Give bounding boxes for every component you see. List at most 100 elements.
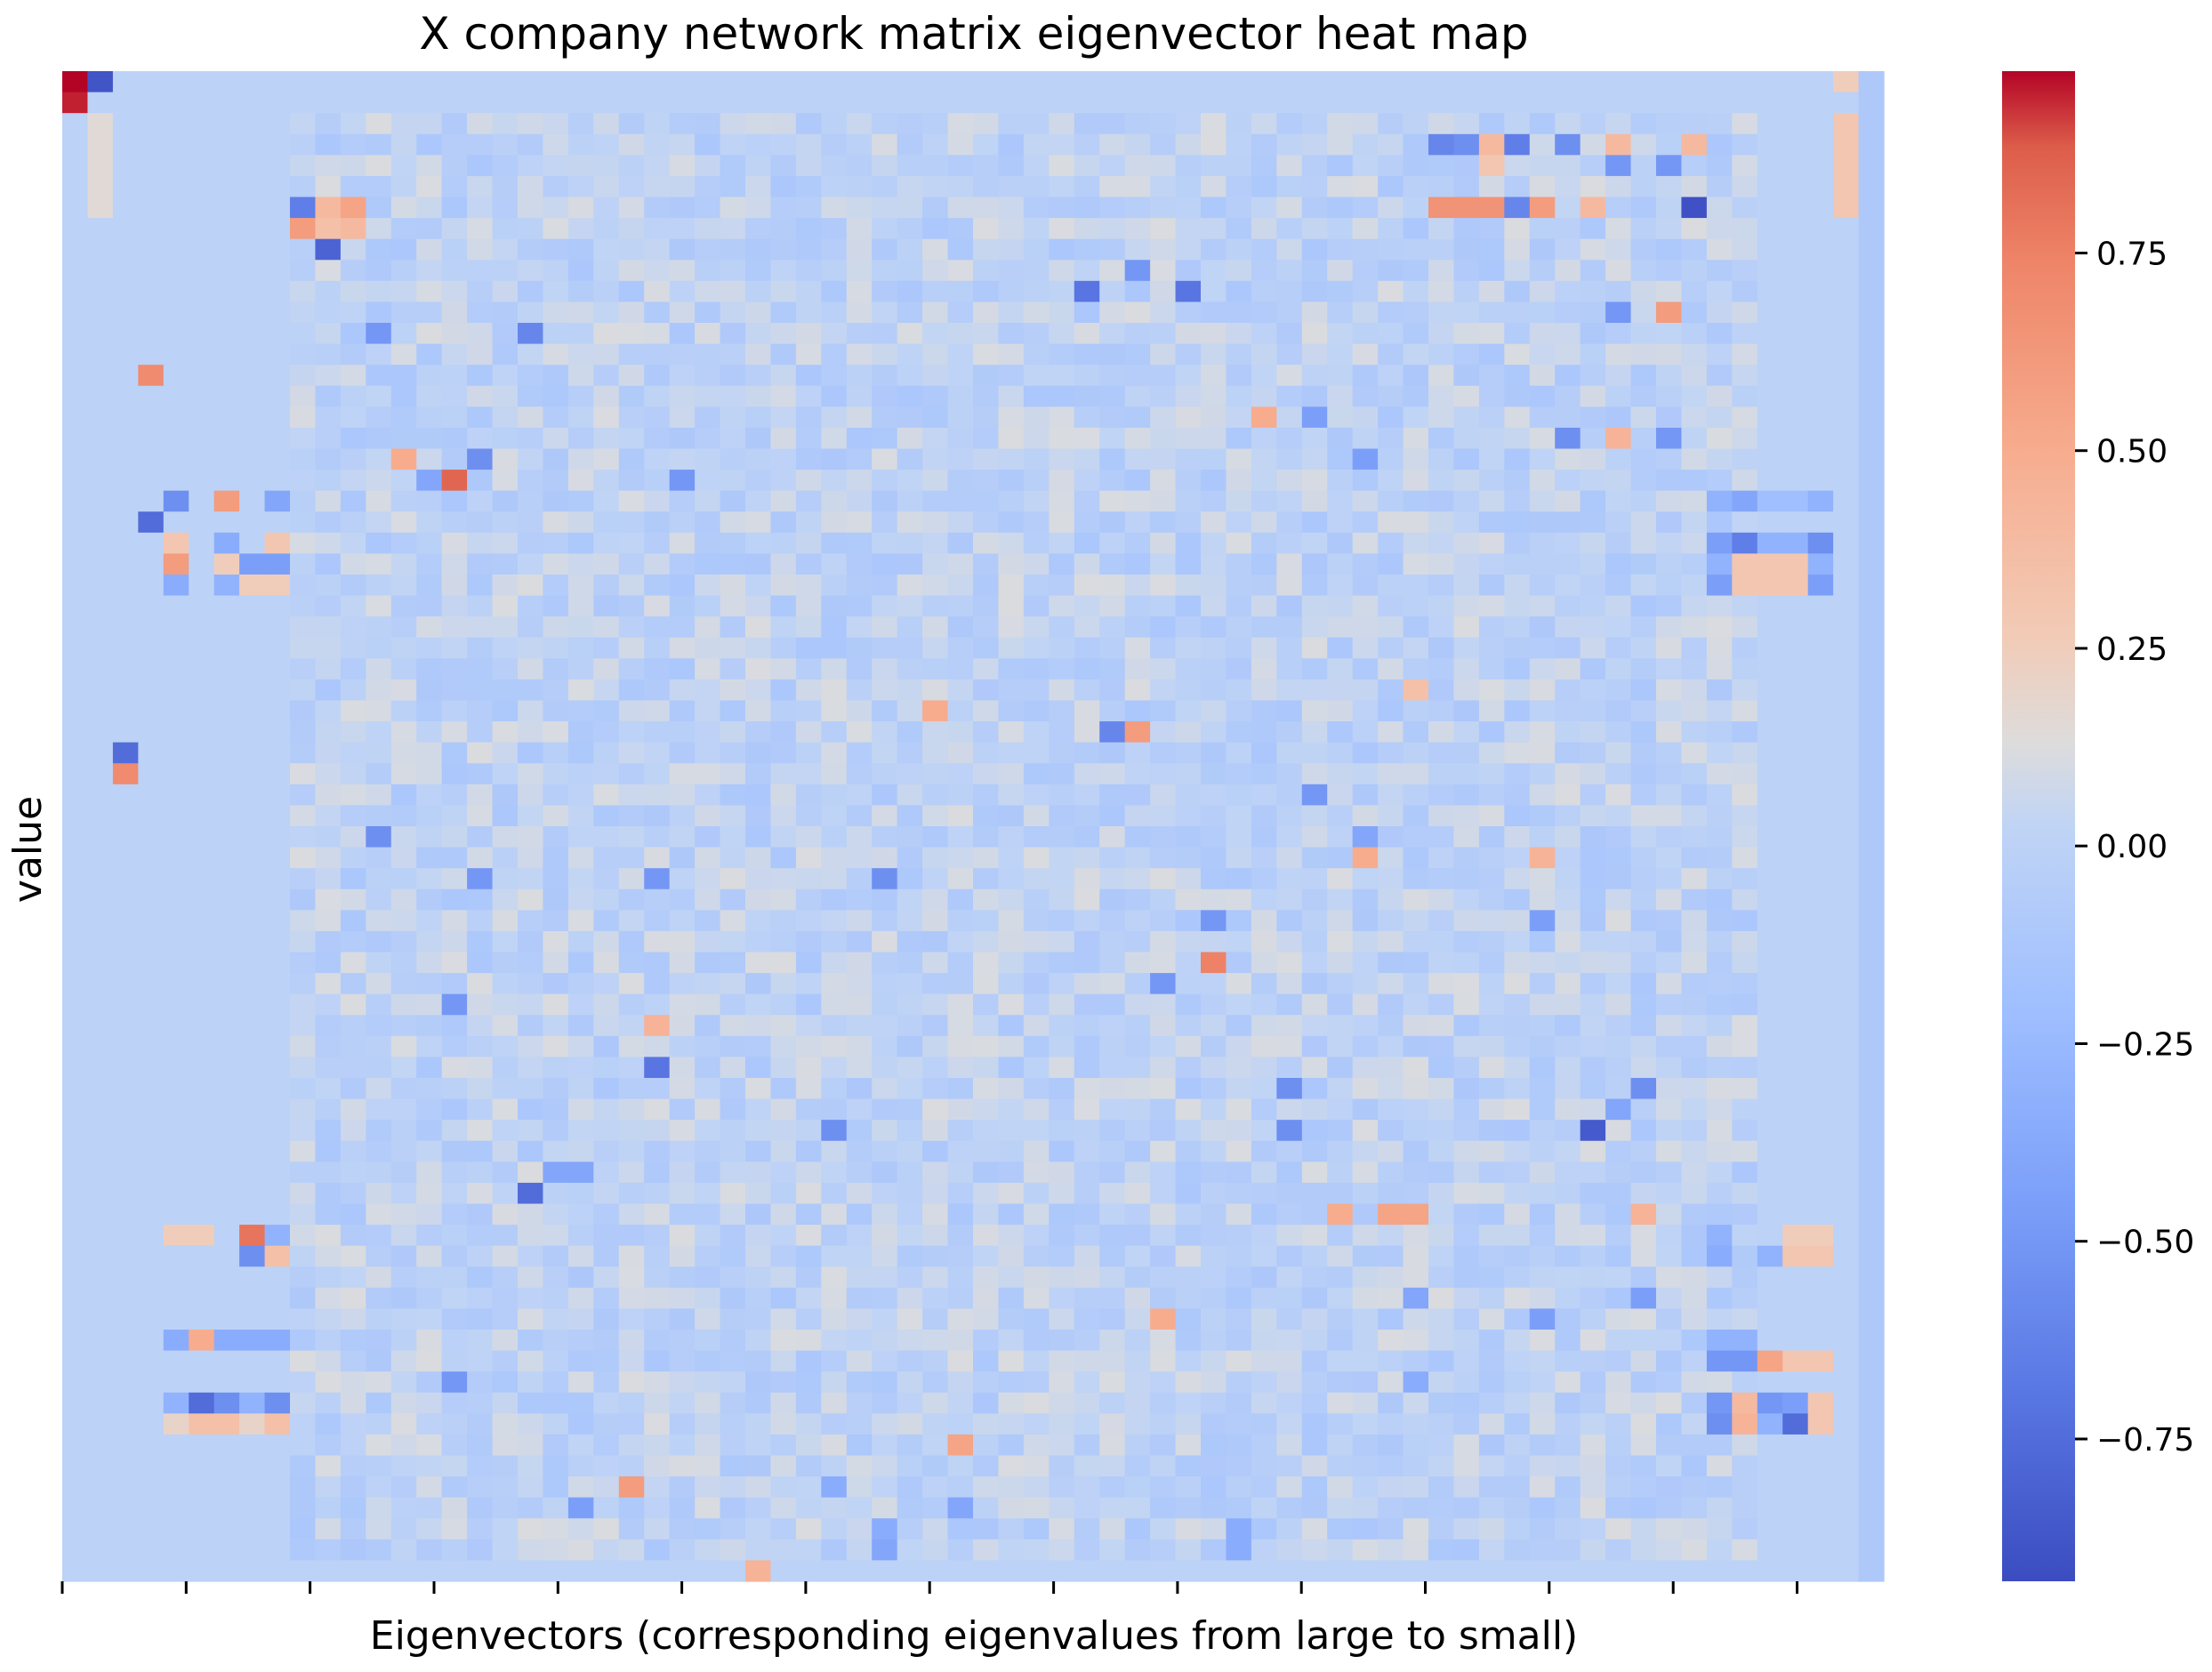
heatmap-cell [1276,742,1303,764]
heatmap-cell [1807,470,1834,492]
heatmap-cell [973,1308,1000,1330]
heatmap-cell [1681,575,1708,597]
heatmap-cell [1023,1308,1050,1330]
heatmap-cell [1378,847,1404,869]
heatmap-cell [138,1266,165,1289]
heatmap-cell [518,910,544,932]
heatmap-cell [618,490,645,512]
heatmap-cell [1706,1015,1733,1037]
heatmap-cell [1757,1182,1783,1205]
heatmap-cell [922,1035,949,1058]
heatmap-cell [720,952,746,974]
heatmap-cell [366,1392,392,1414]
heatmap-cell [567,470,594,492]
heatmap-cell [897,575,923,597]
heatmap-cell [1504,1476,1531,1499]
heatmap-cell [441,280,468,303]
heatmap-cell [163,1476,189,1499]
heatmap-cell [1782,1203,1809,1226]
heatmap-cell [947,784,974,807]
heatmap-cell [1352,1035,1379,1058]
heatmap-cell [518,973,544,995]
heatmap-cell [1504,1455,1531,1477]
heatmap-cell [1555,365,1581,387]
heatmap-cell [1605,1476,1632,1499]
heatmap-cell [1453,1371,1480,1394]
heatmap-cell [138,1476,165,1499]
heatmap-cell [720,343,746,366]
heatmap-cell [1782,1455,1809,1477]
heatmap-cell [1378,260,1404,282]
heatmap-cell [543,868,569,890]
heatmap-cell [467,155,494,177]
heatmap-cell [1782,1392,1809,1414]
heatmap-cell [922,679,949,702]
heatmap-cell [1175,427,1202,450]
heatmap-cell [1555,888,1581,911]
heatmap-cell [872,910,898,932]
heatmap-cell [163,406,189,429]
heatmap-cell [897,993,923,1016]
heatmap-cell [62,238,89,261]
heatmap-cell [239,448,266,470]
heatmap-cell [745,490,772,512]
heatmap-cell [467,930,494,953]
heatmap-cell [1555,1350,1581,1372]
heatmap-cell [1150,385,1177,407]
heatmap-cell [1782,490,1809,512]
heatmap-cell [720,658,746,680]
heatmap-cell [543,1497,569,1519]
heatmap-cell [1656,679,1683,702]
heatmap-cell [1757,155,1783,177]
heatmap-cell [795,1203,822,1226]
heatmap-cell [1555,92,1581,114]
heatmap-cell [872,1245,898,1267]
heatmap-cell [1403,1455,1429,1477]
heatmap-cell [264,888,291,911]
heatmap-cell [138,218,165,240]
heatmap-cell [795,280,822,303]
heatmap-cell [1378,427,1404,450]
heatmap-cell [1757,784,1783,807]
heatmap-cell [567,1476,594,1499]
heatmap-cell [390,1413,417,1435]
heatmap-cell [1807,575,1834,597]
heatmap-cell [695,679,721,702]
heatmap-cell [441,175,468,198]
heatmap-cell [720,427,746,450]
heatmap-cell [441,155,468,177]
heatmap-cell [239,784,266,807]
heatmap-cell [366,113,392,135]
heatmap-cell [1555,175,1581,198]
heatmap-cell [290,1476,317,1499]
heatmap-cell [846,175,873,198]
heatmap-cell [467,197,494,219]
heatmap-cell [518,1455,544,1477]
heatmap-cell [1858,1057,1885,1079]
heatmap-cell [1782,1371,1809,1394]
heatmap-cell [543,888,569,911]
heatmap-cell [467,784,494,807]
heatmap-cell [213,721,240,744]
heatmap-cell [1124,260,1151,282]
heatmap-cell [1757,280,1783,303]
heatmap-cell [695,930,721,953]
heatmap-cell [543,1057,569,1079]
heatmap-cell [593,343,620,366]
heatmap-cell [567,868,594,890]
heatmap-cell [87,113,114,135]
heatmap-cell [1276,260,1303,282]
heatmap-cell [62,658,89,680]
heatmap-cell [264,910,291,932]
heatmap-cell [720,973,746,995]
heatmap-cell [1378,511,1404,534]
heatmap-cell [1478,973,1505,995]
heatmap-cell [1276,658,1303,680]
heatmap-cell [1656,427,1683,450]
heatmap-cell [1378,175,1404,198]
heatmap-cell [695,847,721,869]
heatmap-cell [1023,1330,1050,1352]
heatmap-cell [290,784,317,807]
heatmap-cell [1276,490,1303,512]
heatmap-cell [467,993,494,1016]
